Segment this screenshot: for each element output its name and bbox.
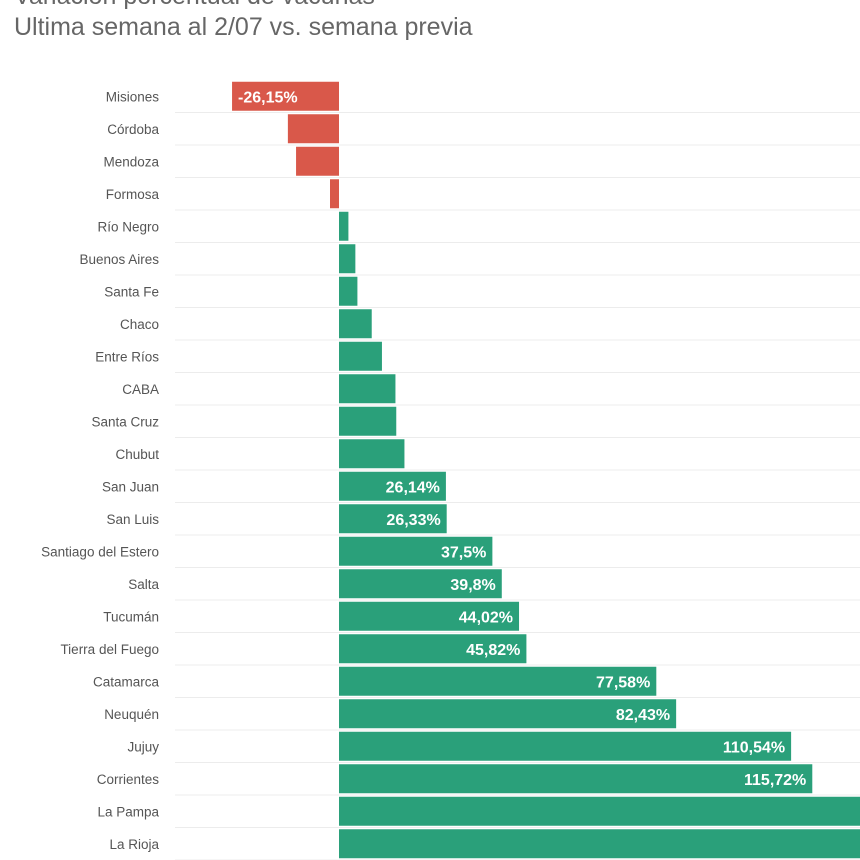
category-label: Tierra del Fuego xyxy=(60,642,159,657)
bar xyxy=(339,536,493,566)
category-label: Tucumán xyxy=(103,609,159,624)
value-label: 39,8% xyxy=(450,577,495,594)
category-label: Córdoba xyxy=(107,122,159,137)
bar xyxy=(339,341,382,371)
category-label: Formosa xyxy=(106,187,160,202)
value-label: 44,02% xyxy=(459,609,513,626)
bar xyxy=(339,666,657,696)
bar xyxy=(339,471,446,501)
category-label: Entre Ríos xyxy=(95,349,159,364)
chart-subtitle: Ultima semana al 2/07 vs. semana previa xyxy=(14,13,473,41)
value-label: 115,72% xyxy=(744,772,806,789)
bar xyxy=(339,276,358,306)
bar xyxy=(339,601,520,631)
value-label: 26,14% xyxy=(386,479,440,496)
bar xyxy=(287,114,339,144)
category-label: Catamarca xyxy=(93,674,160,689)
value-label: 37,5% xyxy=(441,544,486,561)
bar xyxy=(339,504,447,534)
bar xyxy=(232,81,339,111)
bar xyxy=(339,309,372,339)
category-label: Santa Cruz xyxy=(91,414,159,429)
category-label: Santiago del Estero xyxy=(41,544,159,559)
category-label: Neuquén xyxy=(104,707,159,722)
category-label: Corrientes xyxy=(97,772,160,787)
bar xyxy=(339,244,356,274)
bar xyxy=(339,439,405,469)
category-label: Chaco xyxy=(120,317,159,332)
bar xyxy=(339,374,396,404)
value-label: 82,43% xyxy=(616,707,670,724)
bar xyxy=(339,829,860,859)
category-label: San Juan xyxy=(102,479,159,494)
category-label: Santa Fe xyxy=(104,284,159,299)
category-label: Salta xyxy=(128,577,159,592)
category-label: La Rioja xyxy=(109,837,159,852)
bar xyxy=(339,764,813,794)
value-label: 77,58% xyxy=(596,674,650,691)
bar xyxy=(339,796,860,826)
category-label: Río Negro xyxy=(97,219,159,234)
category-label: La Pampa xyxy=(97,804,159,819)
value-label: 26,33% xyxy=(386,512,440,529)
category-label: Chubut xyxy=(115,447,159,462)
category-label: CABA xyxy=(122,382,159,397)
category-label: Buenos Aires xyxy=(79,252,159,267)
bar xyxy=(339,211,349,241)
category-label: Misiones xyxy=(106,89,160,104)
bar xyxy=(330,179,339,209)
value-label: -26,15% xyxy=(238,89,298,106)
chart-title: Variación porcentual de vacunas xyxy=(14,0,375,11)
value-label: 110,54% xyxy=(723,739,785,756)
category-label: San Luis xyxy=(106,512,159,527)
bar xyxy=(339,731,792,761)
bar xyxy=(339,569,502,599)
bar xyxy=(339,699,677,729)
category-label: Mendoza xyxy=(103,154,159,169)
bar xyxy=(339,406,397,436)
category-label: Jujuy xyxy=(127,739,159,754)
bar xyxy=(296,146,339,176)
bar xyxy=(339,634,527,664)
value-label: 45,82% xyxy=(466,642,520,659)
